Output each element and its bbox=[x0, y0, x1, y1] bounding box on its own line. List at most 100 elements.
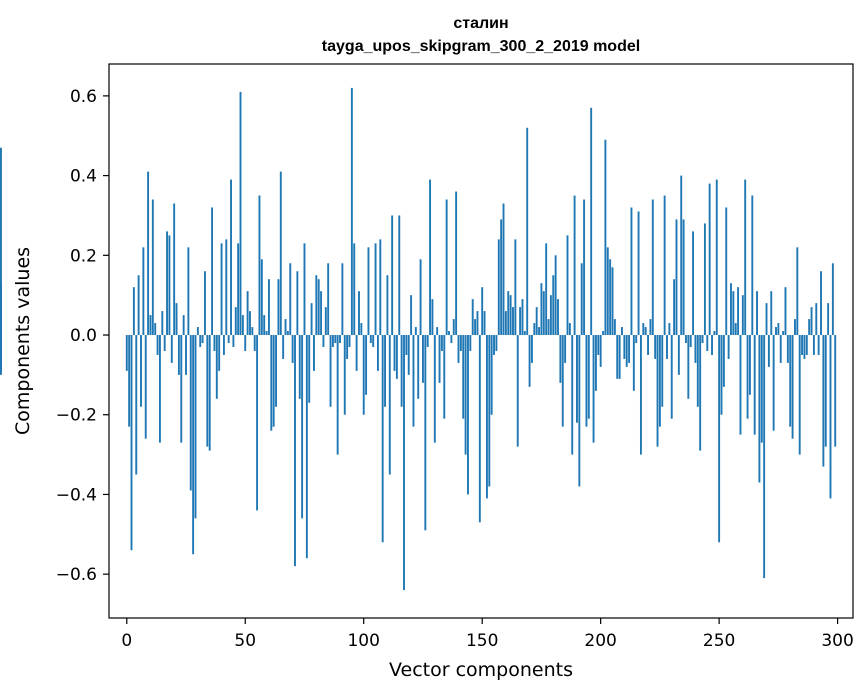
bar-213 bbox=[630, 207, 633, 336]
bar-26 bbox=[187, 247, 190, 336]
bar-148 bbox=[476, 311, 479, 336]
bar-250 bbox=[718, 335, 721, 543]
bar-273 bbox=[772, 335, 775, 431]
y-tick-label: −0.4 bbox=[56, 485, 97, 505]
bar-277 bbox=[782, 331, 785, 336]
bar-118 bbox=[405, 335, 408, 355]
bar-53 bbox=[251, 327, 254, 336]
bar-184 bbox=[561, 335, 564, 427]
bar-77 bbox=[308, 335, 311, 403]
bar-235 bbox=[682, 219, 685, 336]
bar-243 bbox=[701, 335, 704, 343]
y-axis: −0.6 −0.4 −0.2 0.0 0.2 0.4 0.6 bbox=[56, 87, 109, 585]
bar-286 bbox=[803, 335, 806, 359]
bar-143 bbox=[464, 335, 467, 455]
bar-124 bbox=[419, 259, 422, 336]
bar-37 bbox=[213, 335, 216, 351]
bar-98 bbox=[358, 291, 360, 336]
bar-203 bbox=[606, 247, 609, 336]
bar-28 bbox=[192, 335, 195, 555]
bar-1 bbox=[128, 335, 131, 427]
bar-67 bbox=[284, 319, 287, 336]
bar-41 bbox=[222, 335, 225, 355]
bar-140 bbox=[457, 335, 460, 363]
bar-170 bbox=[528, 335, 531, 387]
bar-104 bbox=[372, 335, 375, 347]
bar-225 bbox=[658, 335, 661, 427]
bar-163 bbox=[512, 307, 514, 336]
bar-287 bbox=[805, 335, 808, 355]
bar-30 bbox=[196, 327, 199, 336]
bar-289 bbox=[810, 307, 813, 336]
bar-283 bbox=[796, 247, 799, 336]
bar-206 bbox=[613, 319, 616, 336]
bar-72 bbox=[296, 271, 299, 336]
bar-101 bbox=[365, 335, 368, 395]
bar-88 bbox=[334, 335, 337, 343]
bar-285 bbox=[801, 335, 804, 355]
bar-178 bbox=[547, 319, 550, 336]
bar-123 bbox=[417, 335, 420, 399]
bar-73 bbox=[298, 335, 301, 399]
bar-undefined bbox=[0, 335, 2, 375]
bar-159 bbox=[502, 203, 505, 336]
bar-231 bbox=[673, 279, 676, 336]
bar-132 bbox=[438, 335, 441, 383]
bar-114 bbox=[395, 335, 398, 379]
bar-221 bbox=[649, 319, 652, 336]
bar-294 bbox=[822, 335, 825, 467]
chart-subtitle: tayga_upos_skipgram_300_2_2019 model bbox=[322, 38, 640, 55]
bar-218 bbox=[642, 323, 645, 336]
bar-19 bbox=[170, 335, 173, 363]
bar-298 bbox=[831, 263, 834, 336]
bar-202 bbox=[604, 139, 607, 336]
bar-293 bbox=[820, 271, 822, 336]
bar-90 bbox=[339, 335, 341, 343]
bar-187 bbox=[568, 323, 571, 336]
bar-129 bbox=[431, 299, 434, 336]
bar-247 bbox=[711, 335, 713, 355]
bar-136 bbox=[448, 331, 450, 336]
bar-68 bbox=[286, 331, 289, 336]
bar-295 bbox=[824, 335, 827, 447]
bar-80 bbox=[315, 275, 318, 336]
bar-165 bbox=[516, 335, 519, 447]
x-tick-label: 100 bbox=[347, 631, 379, 651]
bar-31 bbox=[199, 335, 202, 347]
bar-208 bbox=[618, 335, 621, 379]
bar-20 bbox=[173, 203, 176, 336]
bar-81 bbox=[317, 279, 320, 336]
bar-196 bbox=[590, 107, 593, 336]
bar-280 bbox=[789, 335, 792, 427]
bar-78 bbox=[310, 303, 313, 336]
bar-99 bbox=[360, 323, 363, 336]
bar-191 bbox=[578, 335, 581, 487]
bar-85 bbox=[327, 263, 330, 336]
bar-121 bbox=[412, 335, 415, 427]
bar-42 bbox=[225, 239, 228, 336]
bar-11 bbox=[151, 199, 154, 336]
bar-210 bbox=[623, 335, 626, 359]
bar-86 bbox=[329, 335, 332, 407]
bar-249 bbox=[715, 179, 718, 336]
bar-275 bbox=[777, 323, 780, 336]
bar-18 bbox=[168, 235, 171, 336]
bar-271 bbox=[767, 335, 770, 367]
bar-262 bbox=[746, 335, 749, 419]
bar-116 bbox=[400, 335, 403, 407]
y-tick-label: −0.2 bbox=[56, 406, 97, 426]
bar-155 bbox=[493, 335, 495, 355]
bar-263 bbox=[748, 335, 751, 395]
bar-51 bbox=[246, 291, 249, 336]
bar-115 bbox=[398, 215, 401, 336]
x-tick-label: 150 bbox=[466, 631, 498, 651]
bar-100 bbox=[362, 335, 365, 415]
bar-47 bbox=[237, 243, 240, 336]
bar-172 bbox=[533, 323, 536, 336]
bar-201 bbox=[602, 331, 604, 336]
bar-220 bbox=[647, 335, 649, 355]
bar-44 bbox=[230, 179, 232, 336]
bar-119 bbox=[407, 335, 410, 375]
bar-217 bbox=[639, 335, 642, 455]
y-tick-label: 0.6 bbox=[70, 87, 97, 107]
